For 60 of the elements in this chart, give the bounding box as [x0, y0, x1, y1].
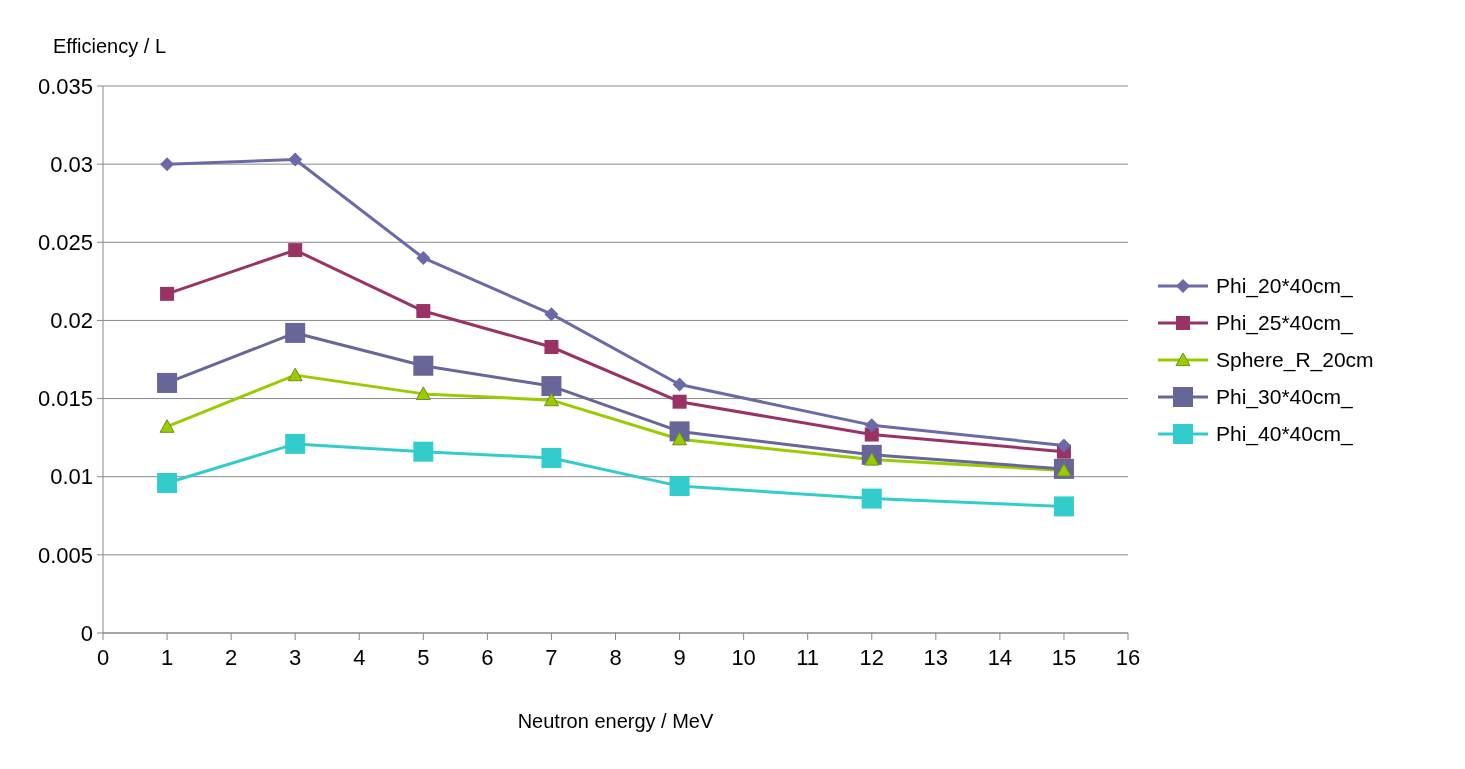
legend-label: Phi_40*40cm_: [1216, 422, 1353, 447]
x-tick-label: 11: [796, 645, 820, 670]
point: [672, 394, 687, 409]
legend-label: Phi_20*40cm_: [1216, 274, 1353, 299]
point: [1056, 438, 1071, 453]
legend-label: Phi_25*40cm_: [1216, 311, 1353, 336]
y-tick-label: 0.035: [37, 73, 93, 99]
point: [544, 307, 559, 322]
point: [864, 418, 879, 433]
y-tick-label: 0.03: [50, 151, 93, 177]
x-tick-label: 5: [417, 645, 430, 670]
y-tick-label: 0: [80, 620, 93, 646]
point: [159, 419, 175, 433]
x-tick-label: 13: [923, 645, 949, 670]
x-tick-label: 2: [225, 645, 238, 670]
point: [157, 372, 178, 393]
y-tick-label: 0.015: [37, 386, 93, 412]
point: [413, 441, 434, 462]
point: [157, 472, 178, 493]
y-tick-label: 0.025: [37, 229, 93, 255]
y-axis-title: Efficiency / L: [53, 35, 167, 57]
point: [1053, 496, 1074, 517]
legend-label: Sphere_R_20cm: [1216, 348, 1374, 373]
point: [541, 376, 562, 397]
x-tick-label: 1: [160, 645, 174, 670]
point: [287, 367, 303, 382]
x-tick-label: 8: [609, 645, 622, 670]
x-tick-label: 9: [673, 645, 686, 670]
point: [416, 250, 431, 265]
point: [285, 433, 306, 454]
point: [413, 355, 434, 376]
point: [861, 488, 882, 509]
point: [160, 286, 175, 301]
point: [864, 427, 879, 442]
x-tick-label: 6: [481, 645, 494, 670]
point: [288, 243, 303, 258]
y-tick-label: 0.02: [50, 308, 93, 334]
x-tick-label: 16: [1115, 645, 1141, 670]
legend-label: Phi_30*40cm_: [1216, 385, 1353, 410]
x-tick-label: 14: [987, 645, 1013, 670]
point: [285, 322, 306, 343]
y-tick-label: 0.01: [50, 464, 93, 490]
x-tick-label: 12: [859, 645, 884, 670]
point: [541, 447, 562, 468]
point: [672, 377, 687, 392]
point: [669, 476, 690, 497]
x-tick-label: 10: [731, 645, 756, 670]
point: [415, 386, 431, 400]
x-tick-label: 15: [1051, 645, 1077, 670]
point: [288, 152, 303, 167]
point: [544, 340, 559, 354]
point: [160, 157, 175, 172]
x-axis-title: Neutron energy / MeV: [517, 710, 714, 732]
point: [543, 392, 559, 407]
x-tick-label: 3: [289, 645, 302, 670]
x-tick-label: 0: [96, 645, 110, 670]
x-tick-label: 4: [353, 645, 366, 670]
y-tick-label: 0.005: [37, 542, 93, 568]
point: [416, 304, 431, 319]
x-tick-label: 7: [545, 645, 558, 670]
